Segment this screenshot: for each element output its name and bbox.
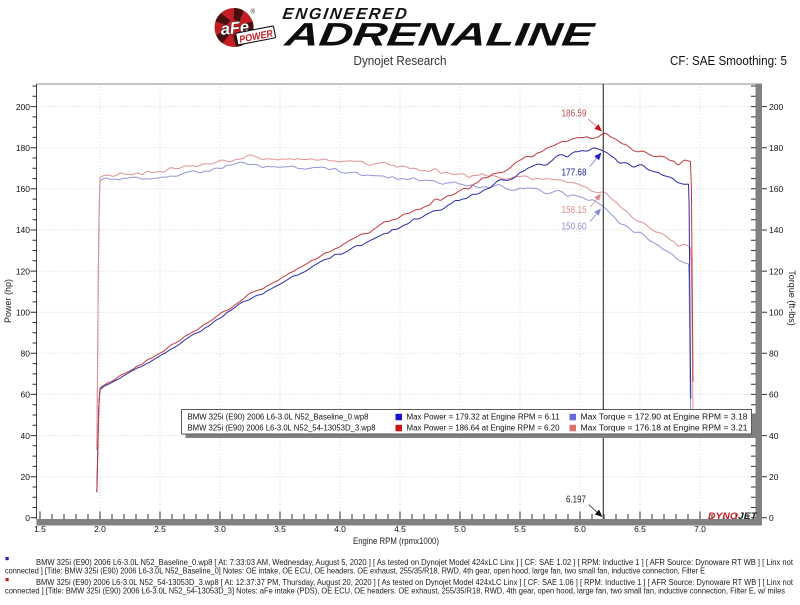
svg-text:Engine RPM (rpmx1000): Engine RPM (rpmx1000) xyxy=(353,536,439,546)
svg-text:20: 20 xyxy=(769,472,779,482)
svg-text:0: 0 xyxy=(25,513,30,523)
svg-text:60: 60 xyxy=(21,390,31,400)
svg-text:6.5: 6.5 xyxy=(634,524,646,534)
svg-text:80: 80 xyxy=(21,349,31,359)
svg-text:100: 100 xyxy=(16,307,30,317)
svg-text:140: 140 xyxy=(769,225,783,235)
svg-text:2.0: 2.0 xyxy=(94,524,106,534)
svg-text:ENGINEERED: ENGINEERED xyxy=(281,5,408,23)
svg-text:Max Power = 179.32 at Engine R: Max Power = 179.32 at Engine RPM = 6.11 xyxy=(407,413,561,422)
svg-text:120: 120 xyxy=(16,266,30,276)
svg-text:150.60: 150.60 xyxy=(562,222,587,233)
svg-text:3.5: 3.5 xyxy=(274,524,286,534)
svg-text:Power (hp): Power (hp) xyxy=(3,279,13,323)
svg-text:20: 20 xyxy=(21,472,31,482)
svg-text:Max Torque = 172.90 at Engine: Max Torque = 172.90 at Engine RPM = 3.18 xyxy=(581,413,749,422)
svg-text:connected ] [Title: BMW 325i (: connected ] [Title: BMW 325i (E90) 2006 … xyxy=(5,567,705,576)
svg-text:2.5: 2.5 xyxy=(154,524,166,534)
svg-text:Dynojet Research: Dynojet Research xyxy=(354,54,447,68)
svg-text:7.0: 7.0 xyxy=(694,524,706,534)
svg-text:3.0: 3.0 xyxy=(214,524,226,534)
svg-text:40: 40 xyxy=(769,431,779,441)
svg-text:ADRENALINE: ADRENALINE xyxy=(282,16,598,53)
svg-text:1.5: 1.5 xyxy=(34,524,46,534)
svg-text:4.0: 4.0 xyxy=(334,524,346,534)
svg-text:Max Power = 186.64 at Engine R: Max Power = 186.64 at Engine RPM = 6.20 xyxy=(407,424,561,433)
svg-text:CF: SAE Smoothing: 5: CF: SAE Smoothing: 5 xyxy=(670,54,787,68)
svg-text:0: 0 xyxy=(769,513,774,523)
svg-text:140: 140 xyxy=(16,225,30,235)
svg-text:Max Torque = 176.18 at Engine: Max Torque = 176.18 at Engine RPM = 3.21 xyxy=(581,424,749,433)
svg-text:186.59: 186.59 xyxy=(562,109,587,120)
svg-text:180: 180 xyxy=(16,143,30,153)
svg-text:158.15: 158.15 xyxy=(562,205,587,216)
svg-text:120: 120 xyxy=(769,266,783,276)
svg-text:BMW 325i (E90) 2006 L6-3.0L N5: BMW 325i (E90) 2006 L6-3.0L N52_Baseline… xyxy=(36,558,794,567)
svg-text:40: 40 xyxy=(21,431,31,441)
svg-text:BMW 325i (E90) 2006 L6-3.0L N5: BMW 325i (E90) 2006 L6-3.0L N52_54-13053… xyxy=(36,578,794,587)
svg-text:connected ] [Title: BMW 325i (: connected ] [Title: BMW 325i (E90) 2006 … xyxy=(5,587,785,596)
svg-text:177.68: 177.68 xyxy=(562,168,587,179)
svg-text:4.5: 4.5 xyxy=(394,524,406,534)
svg-text:6.0: 6.0 xyxy=(574,524,586,534)
svg-text:5.5: 5.5 xyxy=(514,524,526,534)
svg-text:160: 160 xyxy=(769,184,783,194)
svg-text:200: 200 xyxy=(769,102,783,112)
svg-text:180: 180 xyxy=(769,143,783,153)
svg-text:Torque (ft-lbs): Torque (ft-lbs) xyxy=(787,270,797,326)
svg-text:6.197: 6.197 xyxy=(566,495,586,506)
svg-text:®: ® xyxy=(251,9,256,16)
svg-text:100: 100 xyxy=(769,307,783,317)
svg-text:BMW 325i (E90) 2006 L6-3.0L N5: BMW 325i (E90) 2006 L6-3.0L N52_54-13053… xyxy=(188,424,377,433)
svg-text:200: 200 xyxy=(16,102,30,112)
svg-text:80: 80 xyxy=(769,349,779,359)
svg-text:BMW 325i (E90) 2006 L6-3.0L N5: BMW 325i (E90) 2006 L6-3.0L N52_Baseline… xyxy=(188,413,370,422)
svg-text:160: 160 xyxy=(16,184,30,194)
svg-text:5.0: 5.0 xyxy=(454,524,466,534)
svg-text:60: 60 xyxy=(769,390,779,400)
